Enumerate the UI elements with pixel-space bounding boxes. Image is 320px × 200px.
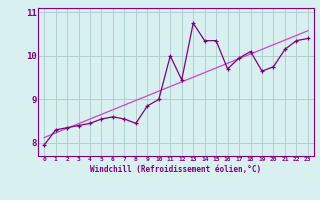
X-axis label: Windchill (Refroidissement éolien,°C): Windchill (Refroidissement éolien,°C) [91,165,261,174]
